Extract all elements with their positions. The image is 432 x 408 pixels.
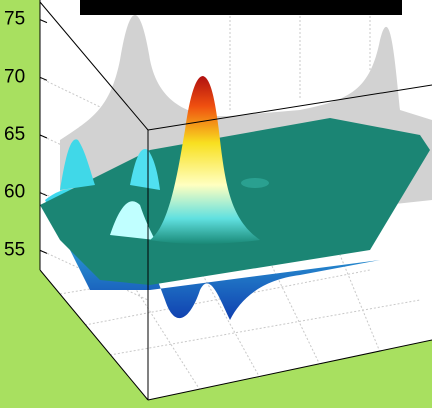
box-edges xyxy=(39,0,432,401)
surface-bump xyxy=(110,201,155,240)
z-tick xyxy=(39,19,48,24)
surface-peak xyxy=(150,76,260,244)
z-tick-label: 55 xyxy=(4,239,25,260)
surface-underside xyxy=(45,188,380,320)
z-tick xyxy=(39,192,48,197)
surface-bump xyxy=(130,149,160,190)
z-tick-label: 65 xyxy=(4,124,25,145)
z-tick-label: 60 xyxy=(4,182,25,203)
surface-dimple xyxy=(241,178,269,188)
z-tick-label: 70 xyxy=(4,66,25,87)
surface-bump xyxy=(60,139,95,190)
z-tick xyxy=(39,76,48,81)
z-axis: 55 60 65 70 75 xyxy=(4,9,48,260)
z-tick xyxy=(39,134,48,139)
title-box xyxy=(80,0,402,15)
z-tick xyxy=(39,249,48,254)
z-tick-label: 75 xyxy=(4,9,25,30)
